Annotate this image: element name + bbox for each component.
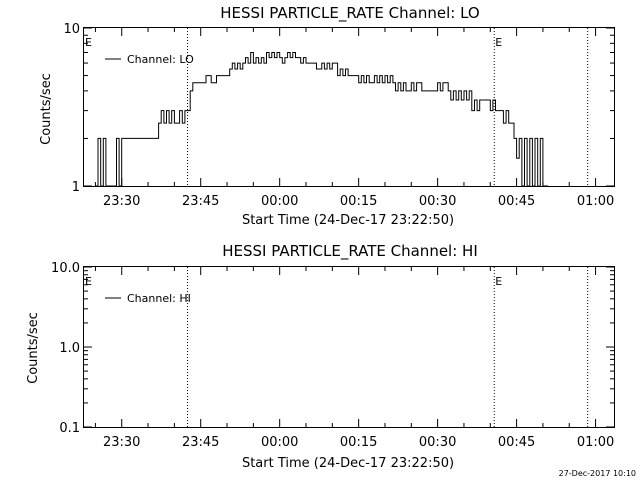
y-tick-labels: 1 10 xyxy=(63,22,80,195)
y-tick-label: 10.0 xyxy=(51,261,80,276)
x-tick-label: 00:45 xyxy=(498,435,535,450)
legend-label: Channel: LO xyxy=(127,53,194,66)
x-tick-label: 00:15 xyxy=(340,194,377,209)
x-tick-label: 00:00 xyxy=(261,194,298,209)
series-group xyxy=(95,52,549,187)
x-tick-label: 23:45 xyxy=(182,435,219,450)
panel-lo: HESSI PARTICLE_RATE Channel: LO Counts/s… xyxy=(39,4,615,228)
x-axis-label: Start Time (24-Dec-17 23:22:50) xyxy=(242,213,454,228)
legend: Channel: HI xyxy=(105,292,191,305)
x-tick-label: 00:15 xyxy=(340,435,377,450)
y-tick-label: 1 xyxy=(72,180,80,195)
x-tick-label: 23:30 xyxy=(103,435,140,450)
y-axis-label: Counts/sec xyxy=(39,73,54,145)
event-marker: E xyxy=(495,36,502,49)
x-tick-labels: 23:30 23:45 00:00 00:15 00:30 00:45 01:00 xyxy=(103,194,614,209)
series-line xyxy=(95,52,549,187)
event-marker: E xyxy=(85,36,92,49)
y-tick-label: 1.0 xyxy=(59,341,80,356)
x-tick-label: 00:00 xyxy=(261,435,298,450)
y-axis-label: Counts/sec xyxy=(26,312,41,384)
y-tick-label: 0.1 xyxy=(59,421,80,436)
y-tick-label: 10 xyxy=(63,22,80,37)
legend: Channel: LO xyxy=(105,53,194,66)
plot-frame xyxy=(83,266,615,428)
x-tick-label: 01:00 xyxy=(577,435,614,450)
x-tick-labels: 23:30 23:45 00:00 00:15 00:30 00:45 01:00 xyxy=(103,435,614,450)
event-marker: E xyxy=(85,275,92,288)
chart-title: HESSI PARTICLE_RATE Channel: HI xyxy=(222,242,478,261)
legend-label: Channel: HI xyxy=(127,292,191,305)
x-tick-label: 01:00 xyxy=(577,194,614,209)
x-tick-label: 00:30 xyxy=(419,194,456,209)
ticks xyxy=(84,266,614,428)
dotted-lines xyxy=(187,28,589,186)
x-tick-label: 23:30 xyxy=(103,194,140,209)
timestamp-footer: 27-Dec-2017 10:10 xyxy=(559,469,636,478)
x-axis-label: Start Time (24-Dec-17 23:22:50) xyxy=(242,456,454,471)
panel-hi: HESSI PARTICLE_RATE Channel: HI Counts/s… xyxy=(26,242,615,471)
x-tick-label: 00:45 xyxy=(498,194,535,209)
x-tick-label: 23:45 xyxy=(182,194,219,209)
y-tick-labels: 0.1 1.0 10.0 xyxy=(51,261,80,436)
x-tick-label: 00:30 xyxy=(419,435,456,450)
event-marker: E xyxy=(495,275,502,288)
chart-title: HESSI PARTICLE_RATE Channel: LO xyxy=(220,4,479,23)
plot-frame xyxy=(83,27,615,187)
